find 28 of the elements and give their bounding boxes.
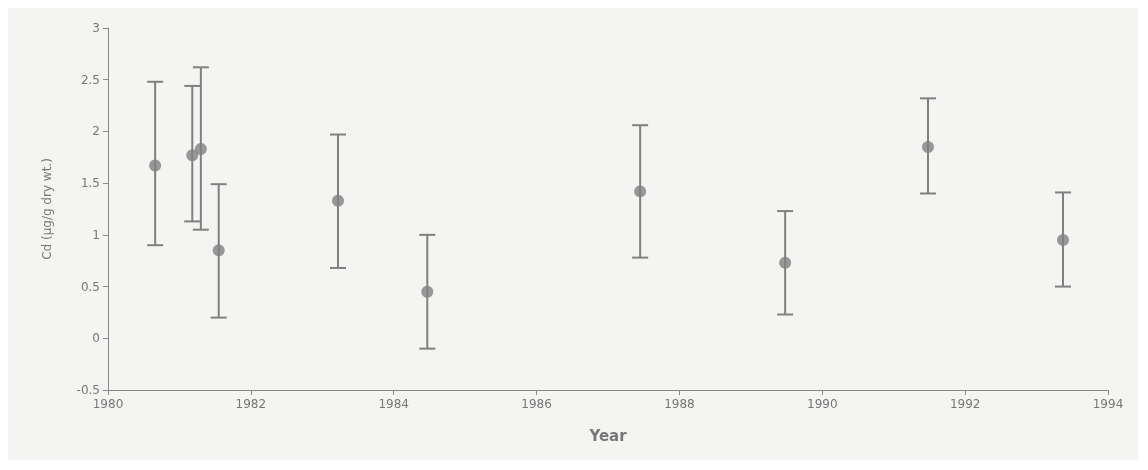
x-tick-label: 1980 (92, 397, 124, 411)
y-tick-label: -0.5 (76, 383, 100, 397)
point (332, 194, 344, 207)
x-tick-label: 1988 (664, 397, 695, 411)
x-tick-label: 1990 (807, 397, 838, 411)
point (1057, 234, 1069, 247)
point (779, 256, 792, 269)
y-axis-title: Cd (µg/g dry wt.) (40, 158, 54, 260)
x-axis-title: Year (588, 426, 628, 445)
y-tick-label: 0.5 (80, 279, 100, 294)
x-tick-label: 1984 (378, 397, 409, 411)
x-tick-label: 1982 (235, 397, 267, 411)
x-tick-label: 1986 (521, 397, 552, 411)
y-tick-label: 1.5 (80, 176, 100, 191)
y-tick-label: 3 (92, 21, 100, 35)
point (421, 285, 434, 298)
y-tick-label: 0 (92, 331, 100, 346)
point (149, 159, 162, 172)
point (634, 185, 647, 198)
point (186, 149, 199, 162)
x-tick-label: 1994 (1092, 397, 1124, 411)
point (212, 244, 225, 257)
point (194, 143, 207, 156)
y-tick-label: 1 (92, 227, 100, 242)
x-tick-label: 1992 (949, 397, 981, 411)
y-tick-label: 2 (92, 124, 100, 139)
y-tick-label: 2.5 (80, 72, 100, 87)
point (922, 140, 934, 153)
